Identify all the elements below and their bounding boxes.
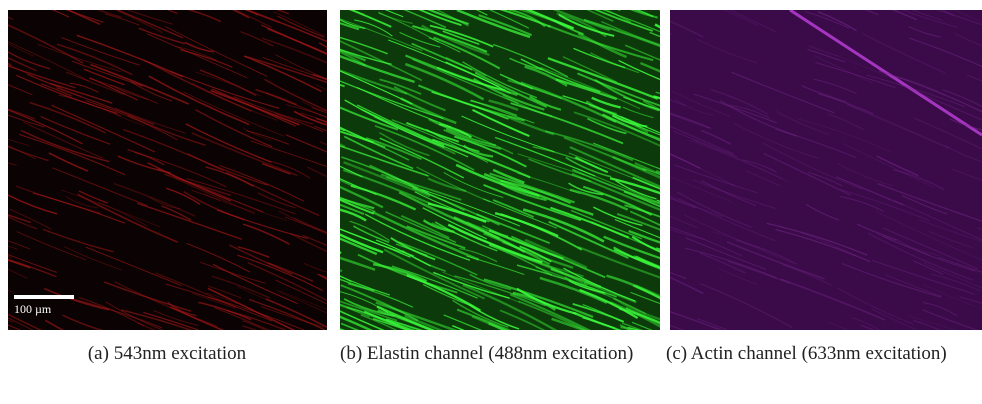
caption-a: (a) 543nm excitation — [8, 340, 326, 367]
fiber-streak — [322, 0, 370, 9]
fiber-streak — [934, 0, 982, 8]
caption-label: (b) — [340, 343, 362, 364]
scale-bar — [14, 295, 74, 299]
fiber-streak — [466, 0, 502, 1]
caption-text: Actin channel (633nm excitation) — [691, 343, 947, 364]
fiber-streak — [0, 0, 22, 8]
fiber-streak — [0, 43, 7, 66]
fiber-streak — [794, 0, 827, 8]
caption-text: 543nm excitation — [114, 343, 246, 364]
caption-text: Elastin channel (488nm excitation) — [367, 343, 633, 364]
fiber-streak — [0, 0, 42, 8]
fiber-streak — [562, 0, 673, 6]
caption-c: (c) Actin channel (633nm excitation) — [666, 340, 982, 367]
scale-bar-label: 100 µm — [14, 302, 52, 316]
fiber-streak — [522, 0, 620, 11]
fiber-streak — [644, 0, 697, 5]
fiber-streak — [249, 0, 314, 2]
fiber-streak — [275, 0, 334, 9]
fiber-streak — [273, 0, 323, 9]
fiber-streak — [307, 0, 342, 3]
fiber-streak — [410, 0, 458, 4]
fiber-streak — [225, 0, 304, 9]
fiber-streak — [391, 0, 484, 8]
fiber-streak — [631, 0, 728, 12]
figure: 100 µm (a) 543nm excitation (b) Elastin … — [0, 0, 982, 404]
fiber-streak — [287, 0, 346, 12]
fiber-streak — [387, 0, 463, 9]
caption-label: (c) — [666, 343, 687, 364]
fiber-streak — [0, 49, 6, 64]
caption-label: (a) — [88, 343, 109, 364]
fiber-streak — [361, 0, 403, 9]
caption-b: (b) Elastin channel (488nm excitation) — [340, 340, 658, 367]
fiber-streak — [106, 0, 137, 2]
